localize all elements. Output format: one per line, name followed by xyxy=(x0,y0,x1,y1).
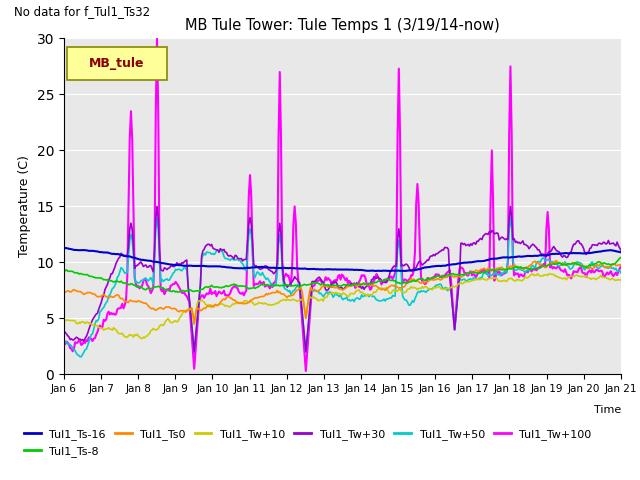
Line: Tul1_Tw+30: Tul1_Tw+30 xyxy=(64,206,621,352)
Tul1_Tw+30 xyxy=(190,349,198,355)
Tul1_Tw+50 xyxy=(376,298,384,304)
Tul1_Tw+30 xyxy=(154,216,162,221)
Tul1_Ts-8 xyxy=(465,270,472,276)
Tul1_Ts-8 xyxy=(375,278,383,284)
Tul1_Ts-16 xyxy=(60,245,68,251)
Tul1_Ts-16 xyxy=(374,268,381,274)
FancyBboxPatch shape xyxy=(67,47,167,80)
Tul1_Tw+30 xyxy=(60,328,68,334)
Line: Tul1_Ts-8: Tul1_Ts-8 xyxy=(64,257,621,292)
Tul1_Tw+100 xyxy=(154,110,162,116)
Tul1_Ts0 xyxy=(552,258,560,264)
Tul1_Ts0 xyxy=(617,262,625,268)
Tul1_Ts0 xyxy=(153,307,161,312)
Tul1_Tw+100 xyxy=(60,342,68,348)
Tul1_Tw+100 xyxy=(153,36,161,41)
Tul1_Ts-8 xyxy=(122,280,130,286)
Tul1_Tw+50 xyxy=(611,266,618,272)
Tul1_Tw+10 xyxy=(465,278,472,284)
Tul1_Ts0 xyxy=(611,261,618,267)
Line: Tul1_Ts-16: Tul1_Ts-16 xyxy=(64,248,621,271)
Text: MB_tule: MB_tule xyxy=(89,57,145,70)
Tul1_Tw+100 xyxy=(376,277,384,283)
Line: Tul1_Tw+10: Tul1_Tw+10 xyxy=(64,274,621,339)
Tul1_Ts-8 xyxy=(595,259,602,264)
Tul1_Ts0 xyxy=(596,262,604,267)
Tul1_Tw+10 xyxy=(617,277,625,283)
Tul1_Tw+30 xyxy=(122,252,130,258)
Tul1_Tw+50 xyxy=(596,265,604,271)
Tul1_Tw+100 xyxy=(611,271,618,277)
Tul1_Ts0 xyxy=(190,321,198,327)
Tul1_Tw+100 xyxy=(617,264,625,270)
Line: Tul1_Ts0: Tul1_Ts0 xyxy=(64,261,621,324)
Text: Time: Time xyxy=(593,405,621,415)
Tul1_Ts0 xyxy=(60,290,68,296)
Tul1_Tw+10 xyxy=(375,286,383,291)
Tul1_Tw+10 xyxy=(138,336,146,342)
Tul1_Ts0 xyxy=(465,271,472,277)
Tul1_Tw+50 xyxy=(617,270,625,276)
Tul1_Tw+50 xyxy=(60,338,68,344)
Tul1_Tw+30 xyxy=(596,240,604,246)
Tul1_Ts-8 xyxy=(609,261,617,267)
Tul1_Ts-16 xyxy=(617,250,625,255)
Tul1_Tw+50 xyxy=(466,276,474,282)
Legend: Tul1_Ts-16, Tul1_Ts-8, Tul1_Ts0, Tul1_Tw+10, Tul1_Tw+30, Tul1_Tw+50, Tul1_Tw+100: Tul1_Ts-16, Tul1_Ts-8, Tul1_Ts0, Tul1_Tw… xyxy=(19,425,596,461)
Tul1_Tw+30 xyxy=(611,242,618,248)
Tul1_Ts-8 xyxy=(153,284,161,290)
Tul1_Tw+100 xyxy=(302,368,310,374)
Tul1_Tw+100 xyxy=(122,297,130,303)
Tul1_Tw+50 xyxy=(76,354,84,360)
Tul1_Tw+10 xyxy=(611,277,618,283)
Title: MB Tule Tower: Tule Temps 1 (3/19/14-now): MB Tule Tower: Tule Temps 1 (3/19/14-now… xyxy=(185,18,500,33)
Tul1_Ts-16 xyxy=(465,260,472,265)
Text: No data for f_Tul1_Ts32: No data for f_Tul1_Ts32 xyxy=(14,5,150,18)
Tul1_Tw+10 xyxy=(60,319,68,324)
Tul1_Tw+50 xyxy=(153,215,161,220)
Tul1_Ts-16 xyxy=(609,248,617,253)
Tul1_Ts0 xyxy=(375,285,383,291)
Tul1_Tw+100 xyxy=(596,268,604,274)
Tul1_Ts-8 xyxy=(174,289,182,295)
Tul1_Tw+10 xyxy=(596,274,604,280)
Tul1_Tw+10 xyxy=(534,271,541,276)
Tul1_Tw+50 xyxy=(156,255,163,261)
Line: Tul1_Tw+100: Tul1_Tw+100 xyxy=(64,38,621,371)
Tul1_Ts-8 xyxy=(60,268,68,274)
Tul1_Tw+50 xyxy=(124,270,131,276)
Tul1_Tw+30 xyxy=(617,247,625,253)
Tul1_Tw+30 xyxy=(376,276,384,282)
Y-axis label: Temperature (C): Temperature (C) xyxy=(18,156,31,257)
Tul1_Ts-16 xyxy=(387,268,394,274)
Tul1_Tw+100 xyxy=(466,269,474,275)
Tul1_Ts-16 xyxy=(595,249,602,254)
Tul1_Ts-16 xyxy=(153,259,161,265)
Line: Tul1_Tw+50: Tul1_Tw+50 xyxy=(64,217,621,357)
Tul1_Ts-16 xyxy=(122,253,130,259)
Tul1_Tw+30 xyxy=(466,243,474,249)
Tul1_Ts-8 xyxy=(617,254,625,260)
Tul1_Tw+10 xyxy=(154,326,162,332)
Tul1_Ts0 xyxy=(122,299,130,304)
Tul1_Tw+10 xyxy=(122,334,130,340)
Tul1_Tw+30 xyxy=(153,204,161,209)
